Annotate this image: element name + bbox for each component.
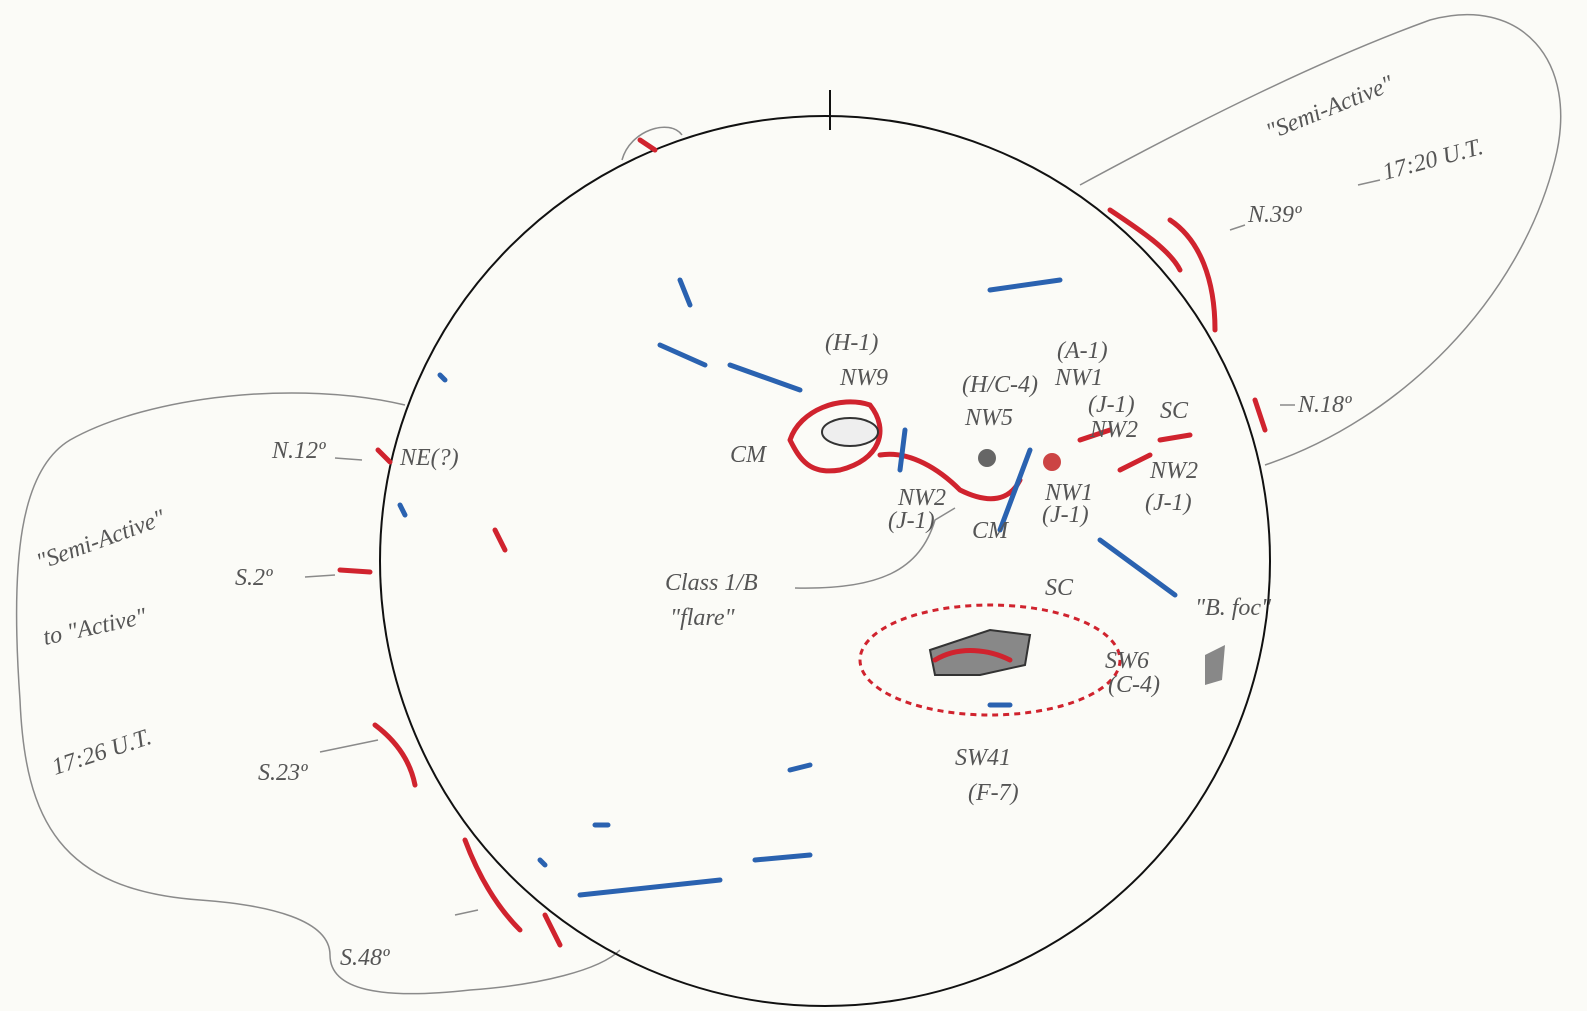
top-prominence-outline [621, 126, 683, 161]
region-label: (H/C-4) [962, 372, 1038, 398]
active-regions [492, 399, 1225, 717]
region-label: SC [1160, 398, 1189, 424]
region-label: (F-7) [968, 780, 1019, 806]
right-region-outline [1079, 14, 1562, 466]
latitude-label: S.23º [258, 760, 308, 786]
region-label: (J-1) [1145, 490, 1192, 516]
region-label: (A-1) [1057, 338, 1108, 364]
region-label: NW2 [897, 485, 946, 511]
flare-label: "flare" [670, 605, 736, 631]
latitude-label: N.39º [1247, 202, 1302, 228]
region-label: "B. foc" [1195, 595, 1272, 621]
region-label: NW1 [1054, 365, 1103, 391]
region-label: NE(?) [399, 445, 459, 471]
region-label: NW1 [1044, 480, 1093, 506]
prominences [337, 137, 1268, 948]
region-label: (J-1) [1042, 502, 1089, 528]
region-label: SC [1045, 575, 1074, 601]
region-label: NW9 [839, 365, 888, 391]
latitude-label: S.48º [340, 945, 390, 971]
filaments [397, 277, 1178, 898]
left-region-outline [15, 392, 621, 995]
region-label: (C-4) [1108, 672, 1160, 698]
solar-disk [379, 115, 1271, 1007]
region-label: (J-1) [1088, 392, 1135, 418]
region-label: (J-1) [888, 508, 935, 534]
region-label: (H-1) [825, 330, 878, 356]
latitude-label: S.2º [235, 565, 273, 591]
region-label: NW2 [1149, 458, 1198, 484]
latitude-label: N.12º [271, 438, 326, 464]
pointer-lines [304, 179, 1381, 916]
region-label: SW6 [1105, 648, 1149, 674]
disk-labels: (H-1) NW9 CM (H/C-4) NW5 (A-1) NW1 (J-1)… [399, 330, 1272, 806]
region-label: NW5 [964, 405, 1013, 431]
region-label: NW2 [1089, 417, 1138, 443]
latitude-label: N.18º [1297, 392, 1352, 418]
flare-label: Class 1/B [665, 570, 758, 596]
region-label: CM [730, 442, 768, 468]
region-label: CM [972, 518, 1010, 544]
region-label: SW41 [955, 745, 1011, 771]
